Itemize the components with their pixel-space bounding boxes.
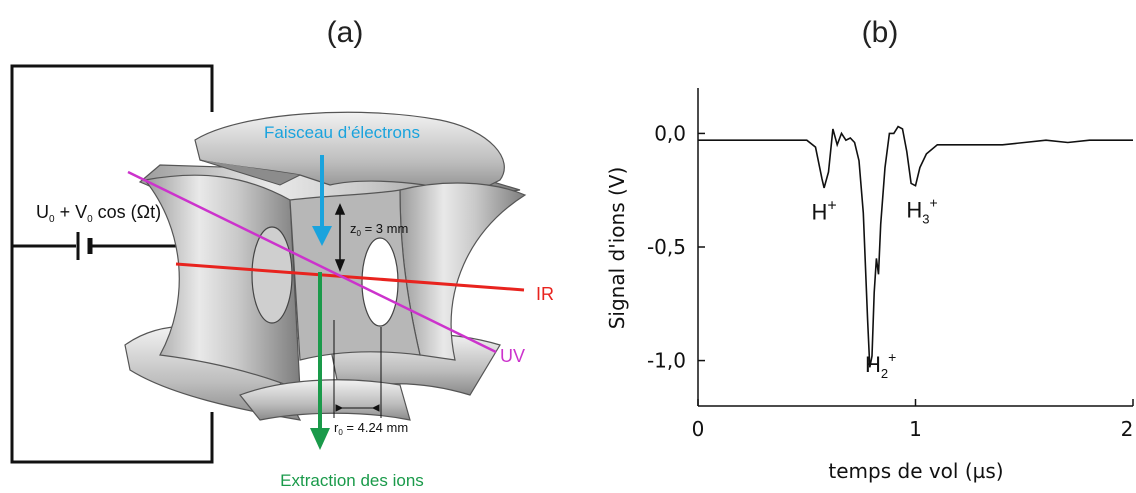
r0-label: r0 = 4.24 mm (334, 420, 408, 437)
peak-label-2: H2+ (865, 349, 896, 381)
x-tick-label: 0 (692, 417, 705, 441)
trap-diagram: Faisceau d’électrons IR UV z0 = 3 mm r0 … (10, 64, 554, 490)
y-tick-label: -0,5 (647, 235, 686, 259)
tof-chart: 0 1 2 0,0 -0,5 -1,0 H+ H2+ H3+ temps de vol (µs… (605, 88, 1134, 483)
x-axis-title: temps de vol (µs) (828, 459, 1003, 483)
signal-series-line (698, 125, 1133, 368)
y-tick-label: 0,0 (654, 121, 686, 145)
uv-label: UV (500, 346, 525, 366)
right-hole (361, 237, 399, 327)
ir-beam (175, 262, 525, 292)
ir-label: IR (536, 284, 554, 304)
z0-label: z0 = 3 mm (350, 221, 408, 238)
z0-dimension (334, 203, 346, 273)
x-tick-label: 1 (909, 417, 922, 441)
top-endcap (194, 111, 505, 196)
panel-b-label: (b) (862, 16, 899, 49)
y-tick-label: -1,0 (647, 349, 686, 373)
peak-label-3: H3+ (906, 194, 937, 226)
y-axis-title: Signal d'ions (V) (605, 167, 629, 330)
battery-icon (76, 232, 93, 260)
peak-label-1: H+ (812, 198, 837, 225)
uv-beam (127, 170, 497, 354)
electron-beam-label: Faisceau d’électrons (264, 123, 420, 142)
panel-a-label: (a) (327, 16, 364, 49)
r0-dimension (333, 320, 382, 418)
ion-extraction-label: Extraction des ions (280, 471, 424, 490)
ring-electrode-right (399, 182, 527, 361)
x-tick-label: 2 (1121, 417, 1134, 441)
ring-electrode-left (143, 174, 301, 391)
voltage-label: U0 + V0 cos (Ωt) (36, 202, 161, 225)
left-hole (251, 226, 293, 324)
